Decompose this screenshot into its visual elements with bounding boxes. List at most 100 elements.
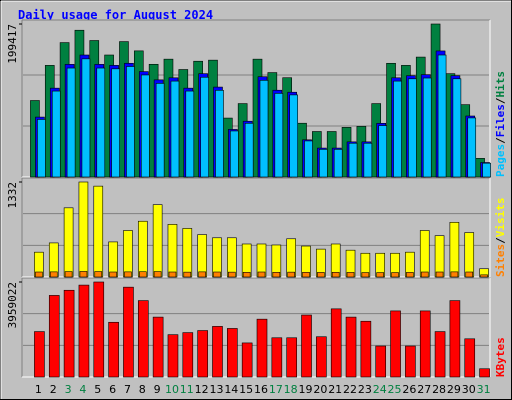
x-tick-label: 31 <box>477 383 491 396</box>
bar <box>302 271 310 278</box>
y-tick-label: 1332 <box>6 182 19 209</box>
bar <box>79 271 88 278</box>
x-tick-label: 29 <box>447 383 461 396</box>
bar <box>464 338 476 378</box>
bar <box>393 80 402 178</box>
bar <box>405 345 416 378</box>
bar <box>137 220 148 278</box>
bar <box>152 316 164 378</box>
bar <box>138 271 147 278</box>
x-tick-label: 16 <box>254 383 268 396</box>
bar <box>449 300 461 378</box>
x-tick-label: 17 <box>269 383 283 396</box>
bar <box>66 67 76 178</box>
bar <box>259 80 269 178</box>
x-tick-label: 8 <box>139 383 146 396</box>
bar <box>376 272 385 278</box>
legend-entry: Files <box>494 104 507 137</box>
bar <box>435 271 444 278</box>
bar <box>304 140 313 178</box>
bar <box>123 230 133 278</box>
legend: Sites/Visits <box>494 198 507 278</box>
bar <box>256 318 268 378</box>
x-tick-label: 10 <box>165 383 179 396</box>
bar <box>390 310 401 378</box>
bar <box>48 295 60 378</box>
bar <box>319 149 328 178</box>
chart-title: Daily usage for August 2024 <box>18 8 213 22</box>
bar <box>375 345 387 378</box>
bar <box>34 331 45 378</box>
bar <box>464 232 475 278</box>
bar <box>123 286 134 378</box>
bar <box>96 67 106 178</box>
x-tick-label: 11 <box>180 383 194 396</box>
plot-area <box>22 178 490 277</box>
bar <box>227 328 238 378</box>
y-tick-label: 199417 <box>6 24 19 64</box>
x-tick-label: 9 <box>154 383 161 396</box>
legend: KBytes <box>494 337 507 377</box>
x-tick-label: 22 <box>343 383 357 396</box>
bar <box>230 130 239 178</box>
bar <box>170 80 180 178</box>
legend: Pages/Files/Hits <box>494 71 507 177</box>
bar <box>274 93 284 178</box>
bar <box>215 90 224 178</box>
bar <box>152 204 163 278</box>
bar <box>228 271 236 278</box>
bar <box>183 271 192 278</box>
x-tick-label: 6 <box>109 383 116 396</box>
bar <box>301 314 312 378</box>
bar <box>360 320 372 378</box>
x-tick-label: 7 <box>124 383 131 396</box>
legend-entry: KBytes <box>494 337 507 377</box>
bar <box>140 74 150 178</box>
legend-entry: Sites <box>494 244 507 277</box>
bar <box>242 271 251 278</box>
x-tick-label: 19 <box>299 383 313 396</box>
bar <box>289 94 298 178</box>
bar <box>317 272 325 278</box>
bar <box>37 119 46 178</box>
bar <box>198 271 206 278</box>
bar <box>331 271 340 278</box>
bar <box>51 90 61 178</box>
bar <box>78 284 90 378</box>
x-tick-label: 14 <box>224 383 238 396</box>
x-tick-label: 20 <box>313 383 327 396</box>
bar <box>479 368 490 378</box>
x-tick-label: 23 <box>358 383 372 396</box>
bar <box>182 332 194 378</box>
bar <box>244 122 254 178</box>
bar <box>406 272 414 278</box>
bar <box>420 271 429 278</box>
bar <box>227 237 237 278</box>
bar <box>111 68 120 178</box>
x-tick-label: 30 <box>462 383 476 396</box>
bar <box>167 334 179 378</box>
bar <box>49 271 58 278</box>
legend-separator: / <box>494 137 507 144</box>
bar <box>419 230 430 278</box>
bar <box>437 54 447 178</box>
x-tick-label: 26 <box>402 383 416 396</box>
bar <box>482 162 491 178</box>
x-tick-label: 25 <box>388 383 402 396</box>
bar <box>434 331 446 378</box>
bar <box>378 125 388 178</box>
bar <box>35 271 43 278</box>
bar <box>272 271 281 278</box>
bar <box>330 308 342 378</box>
x-tick-label: 13 <box>209 383 223 396</box>
bar <box>126 66 135 178</box>
bar <box>287 271 295 278</box>
bar <box>108 321 119 378</box>
bar <box>286 337 297 378</box>
bar <box>212 326 223 378</box>
bar <box>93 185 104 278</box>
bar <box>241 342 253 378</box>
bar <box>452 78 462 178</box>
bar <box>361 272 370 278</box>
